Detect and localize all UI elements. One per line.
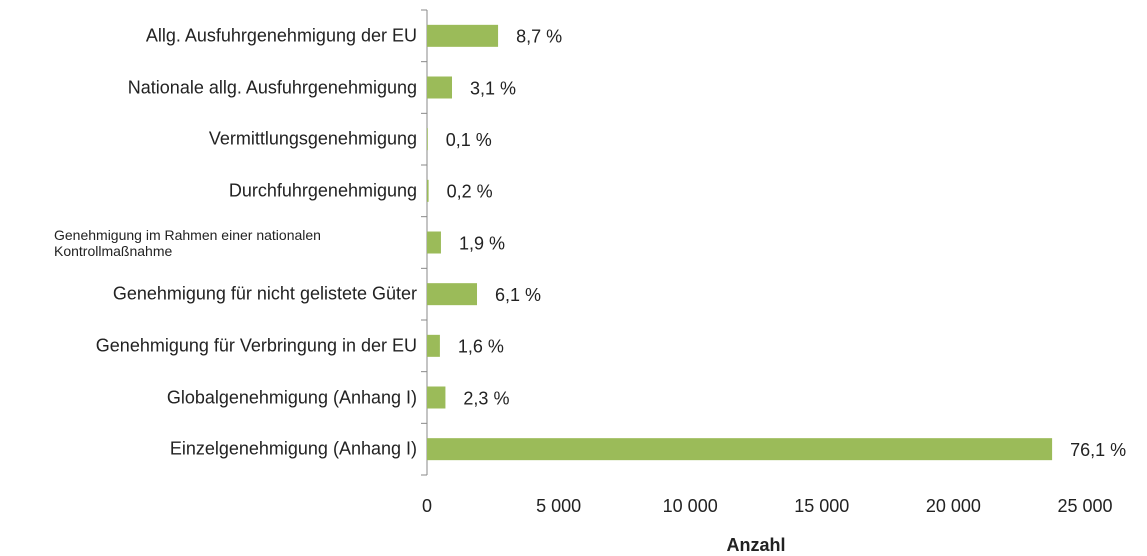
data-label: 2,3 % (463, 388, 509, 408)
x-tick-label: 15 000 (794, 496, 849, 516)
category-label: Nationale allg. Ausfuhrgenehmigung (127, 77, 417, 98)
category-label: Vermittlungsgenehmigung (208, 128, 417, 149)
data-label: 1,6 % (458, 337, 504, 357)
x-tick-label: 10 000 (663, 496, 718, 516)
data-label: 8,7 % (516, 27, 562, 47)
bar (427, 283, 478, 306)
x-tick-label: 0 (422, 496, 432, 516)
category-label: Genehmigung für nicht gelistete Güter (112, 283, 417, 304)
x-tick-label: 5 000 (536, 496, 581, 516)
category-label: Durchfuhrgenehmigung (228, 180, 417, 201)
bar (427, 76, 453, 99)
category-label: Globalgenehmigung (Anhang I) (166, 387, 417, 408)
category-label: Genehmigung im Rahmen einer nationalen K… (54, 226, 321, 259)
data-label: 6,1 % (495, 285, 541, 305)
x-axis-title: Anzahl (726, 535, 785, 555)
data-label: 3,1 % (470, 78, 516, 98)
data-label: 0,1 % (446, 130, 492, 150)
bar (427, 438, 1053, 461)
x-tick-label: 25 000 (1057, 496, 1112, 516)
bar (427, 231, 441, 254)
data-label: 76,1 % (1070, 440, 1126, 460)
category-label: Genehmigung für Verbringung in der EU (95, 335, 417, 356)
bar (427, 24, 499, 47)
bar (427, 128, 428, 151)
bar (427, 386, 446, 409)
bar (427, 334, 440, 357)
category-label: Einzelgenehmigung (Anhang I) (169, 438, 417, 459)
data-label: 1,9 % (459, 233, 505, 253)
x-tick-label: 20 000 (926, 496, 981, 516)
bar (427, 179, 429, 202)
data-label: 0,2 % (447, 182, 493, 202)
category-label: Allg. Ausfuhrgenehmigung der EU (145, 25, 417, 46)
